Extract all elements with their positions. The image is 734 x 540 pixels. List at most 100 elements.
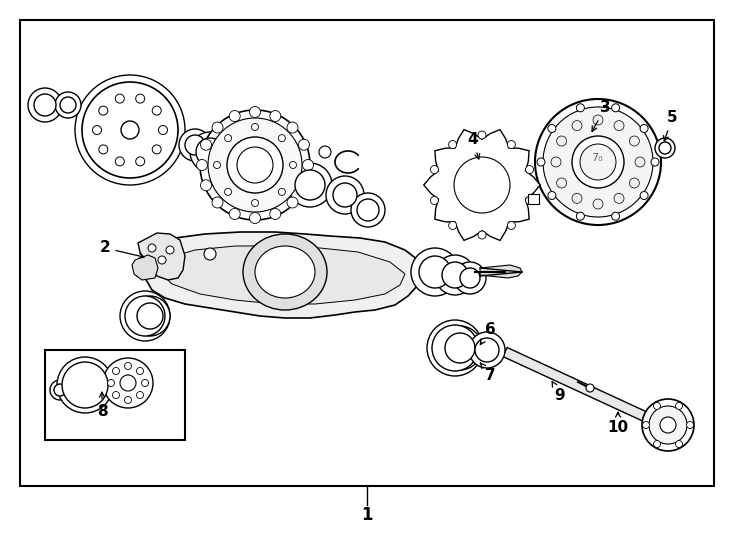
Circle shape bbox=[649, 406, 687, 444]
Circle shape bbox=[411, 248, 459, 296]
Circle shape bbox=[166, 246, 174, 254]
Circle shape bbox=[640, 125, 648, 132]
Circle shape bbox=[92, 125, 101, 134]
Circle shape bbox=[120, 291, 170, 341]
Circle shape bbox=[642, 399, 694, 451]
Circle shape bbox=[614, 193, 624, 204]
Circle shape bbox=[200, 139, 211, 150]
Circle shape bbox=[229, 111, 240, 122]
Circle shape bbox=[75, 75, 185, 185]
Circle shape bbox=[136, 157, 145, 166]
Circle shape bbox=[288, 163, 332, 207]
Circle shape bbox=[103, 358, 153, 408]
Circle shape bbox=[593, 115, 603, 125]
Circle shape bbox=[34, 94, 56, 116]
Text: 6: 6 bbox=[480, 322, 495, 345]
Circle shape bbox=[57, 357, 113, 413]
Circle shape bbox=[148, 244, 156, 252]
Circle shape bbox=[686, 422, 694, 429]
Circle shape bbox=[212, 197, 223, 208]
Text: 2: 2 bbox=[100, 240, 144, 258]
Circle shape bbox=[651, 158, 659, 166]
Circle shape bbox=[278, 188, 286, 195]
Circle shape bbox=[299, 139, 310, 150]
Circle shape bbox=[593, 199, 603, 209]
Circle shape bbox=[430, 166, 438, 173]
Circle shape bbox=[586, 384, 594, 392]
Circle shape bbox=[448, 140, 457, 148]
Text: 7₀: 7₀ bbox=[591, 153, 603, 163]
Circle shape bbox=[640, 192, 648, 199]
Circle shape bbox=[548, 125, 556, 132]
Text: 4: 4 bbox=[468, 132, 480, 159]
Circle shape bbox=[250, 106, 261, 118]
Text: 7: 7 bbox=[480, 363, 495, 382]
Circle shape bbox=[642, 422, 650, 429]
Circle shape bbox=[611, 104, 619, 112]
Circle shape bbox=[548, 192, 556, 199]
Polygon shape bbox=[138, 233, 185, 280]
Circle shape bbox=[278, 134, 286, 141]
Circle shape bbox=[179, 129, 211, 161]
Circle shape bbox=[208, 118, 302, 212]
Circle shape bbox=[478, 131, 486, 139]
Circle shape bbox=[130, 296, 170, 336]
Circle shape bbox=[152, 106, 161, 115]
Circle shape bbox=[227, 137, 283, 193]
Circle shape bbox=[55, 92, 81, 118]
Circle shape bbox=[551, 157, 561, 167]
Circle shape bbox=[287, 197, 298, 208]
Circle shape bbox=[572, 120, 582, 131]
Circle shape bbox=[302, 159, 313, 171]
Circle shape bbox=[556, 178, 567, 188]
Circle shape bbox=[62, 362, 108, 408]
Circle shape bbox=[419, 256, 451, 288]
Circle shape bbox=[299, 180, 310, 191]
Circle shape bbox=[196, 138, 224, 166]
Circle shape bbox=[137, 392, 144, 399]
Polygon shape bbox=[480, 265, 522, 278]
Circle shape bbox=[252, 124, 258, 131]
Circle shape bbox=[333, 183, 357, 207]
Text: 8: 8 bbox=[97, 392, 107, 420]
Circle shape bbox=[442, 262, 468, 288]
Circle shape bbox=[99, 106, 108, 115]
Circle shape bbox=[526, 166, 534, 173]
Circle shape bbox=[629, 178, 639, 188]
Circle shape bbox=[212, 122, 223, 133]
Polygon shape bbox=[145, 232, 422, 318]
Ellipse shape bbox=[243, 234, 327, 310]
Circle shape bbox=[190, 132, 230, 172]
Circle shape bbox=[430, 197, 438, 205]
Circle shape bbox=[537, 158, 545, 166]
Circle shape bbox=[432, 325, 478, 371]
Circle shape bbox=[142, 380, 148, 387]
Circle shape bbox=[214, 161, 220, 168]
Circle shape bbox=[675, 441, 683, 448]
Circle shape bbox=[543, 107, 653, 217]
Circle shape bbox=[125, 296, 165, 336]
Circle shape bbox=[112, 368, 120, 374]
Circle shape bbox=[535, 99, 661, 225]
Circle shape bbox=[270, 208, 281, 219]
Circle shape bbox=[60, 97, 76, 113]
Circle shape bbox=[136, 94, 145, 103]
Circle shape bbox=[68, 363, 112, 407]
Circle shape bbox=[611, 212, 619, 220]
Text: 1: 1 bbox=[361, 506, 373, 524]
Circle shape bbox=[435, 255, 475, 295]
Text: 9: 9 bbox=[552, 382, 565, 402]
Circle shape bbox=[438, 326, 482, 370]
Circle shape bbox=[572, 136, 624, 188]
Circle shape bbox=[225, 134, 232, 141]
Circle shape bbox=[120, 375, 136, 391]
Circle shape bbox=[289, 161, 297, 168]
Polygon shape bbox=[424, 130, 540, 240]
Circle shape bbox=[454, 262, 486, 294]
Circle shape bbox=[507, 221, 515, 229]
Circle shape bbox=[121, 121, 139, 139]
Circle shape bbox=[125, 396, 131, 403]
Text: 10: 10 bbox=[608, 412, 628, 435]
Circle shape bbox=[295, 170, 325, 200]
Circle shape bbox=[655, 138, 675, 158]
